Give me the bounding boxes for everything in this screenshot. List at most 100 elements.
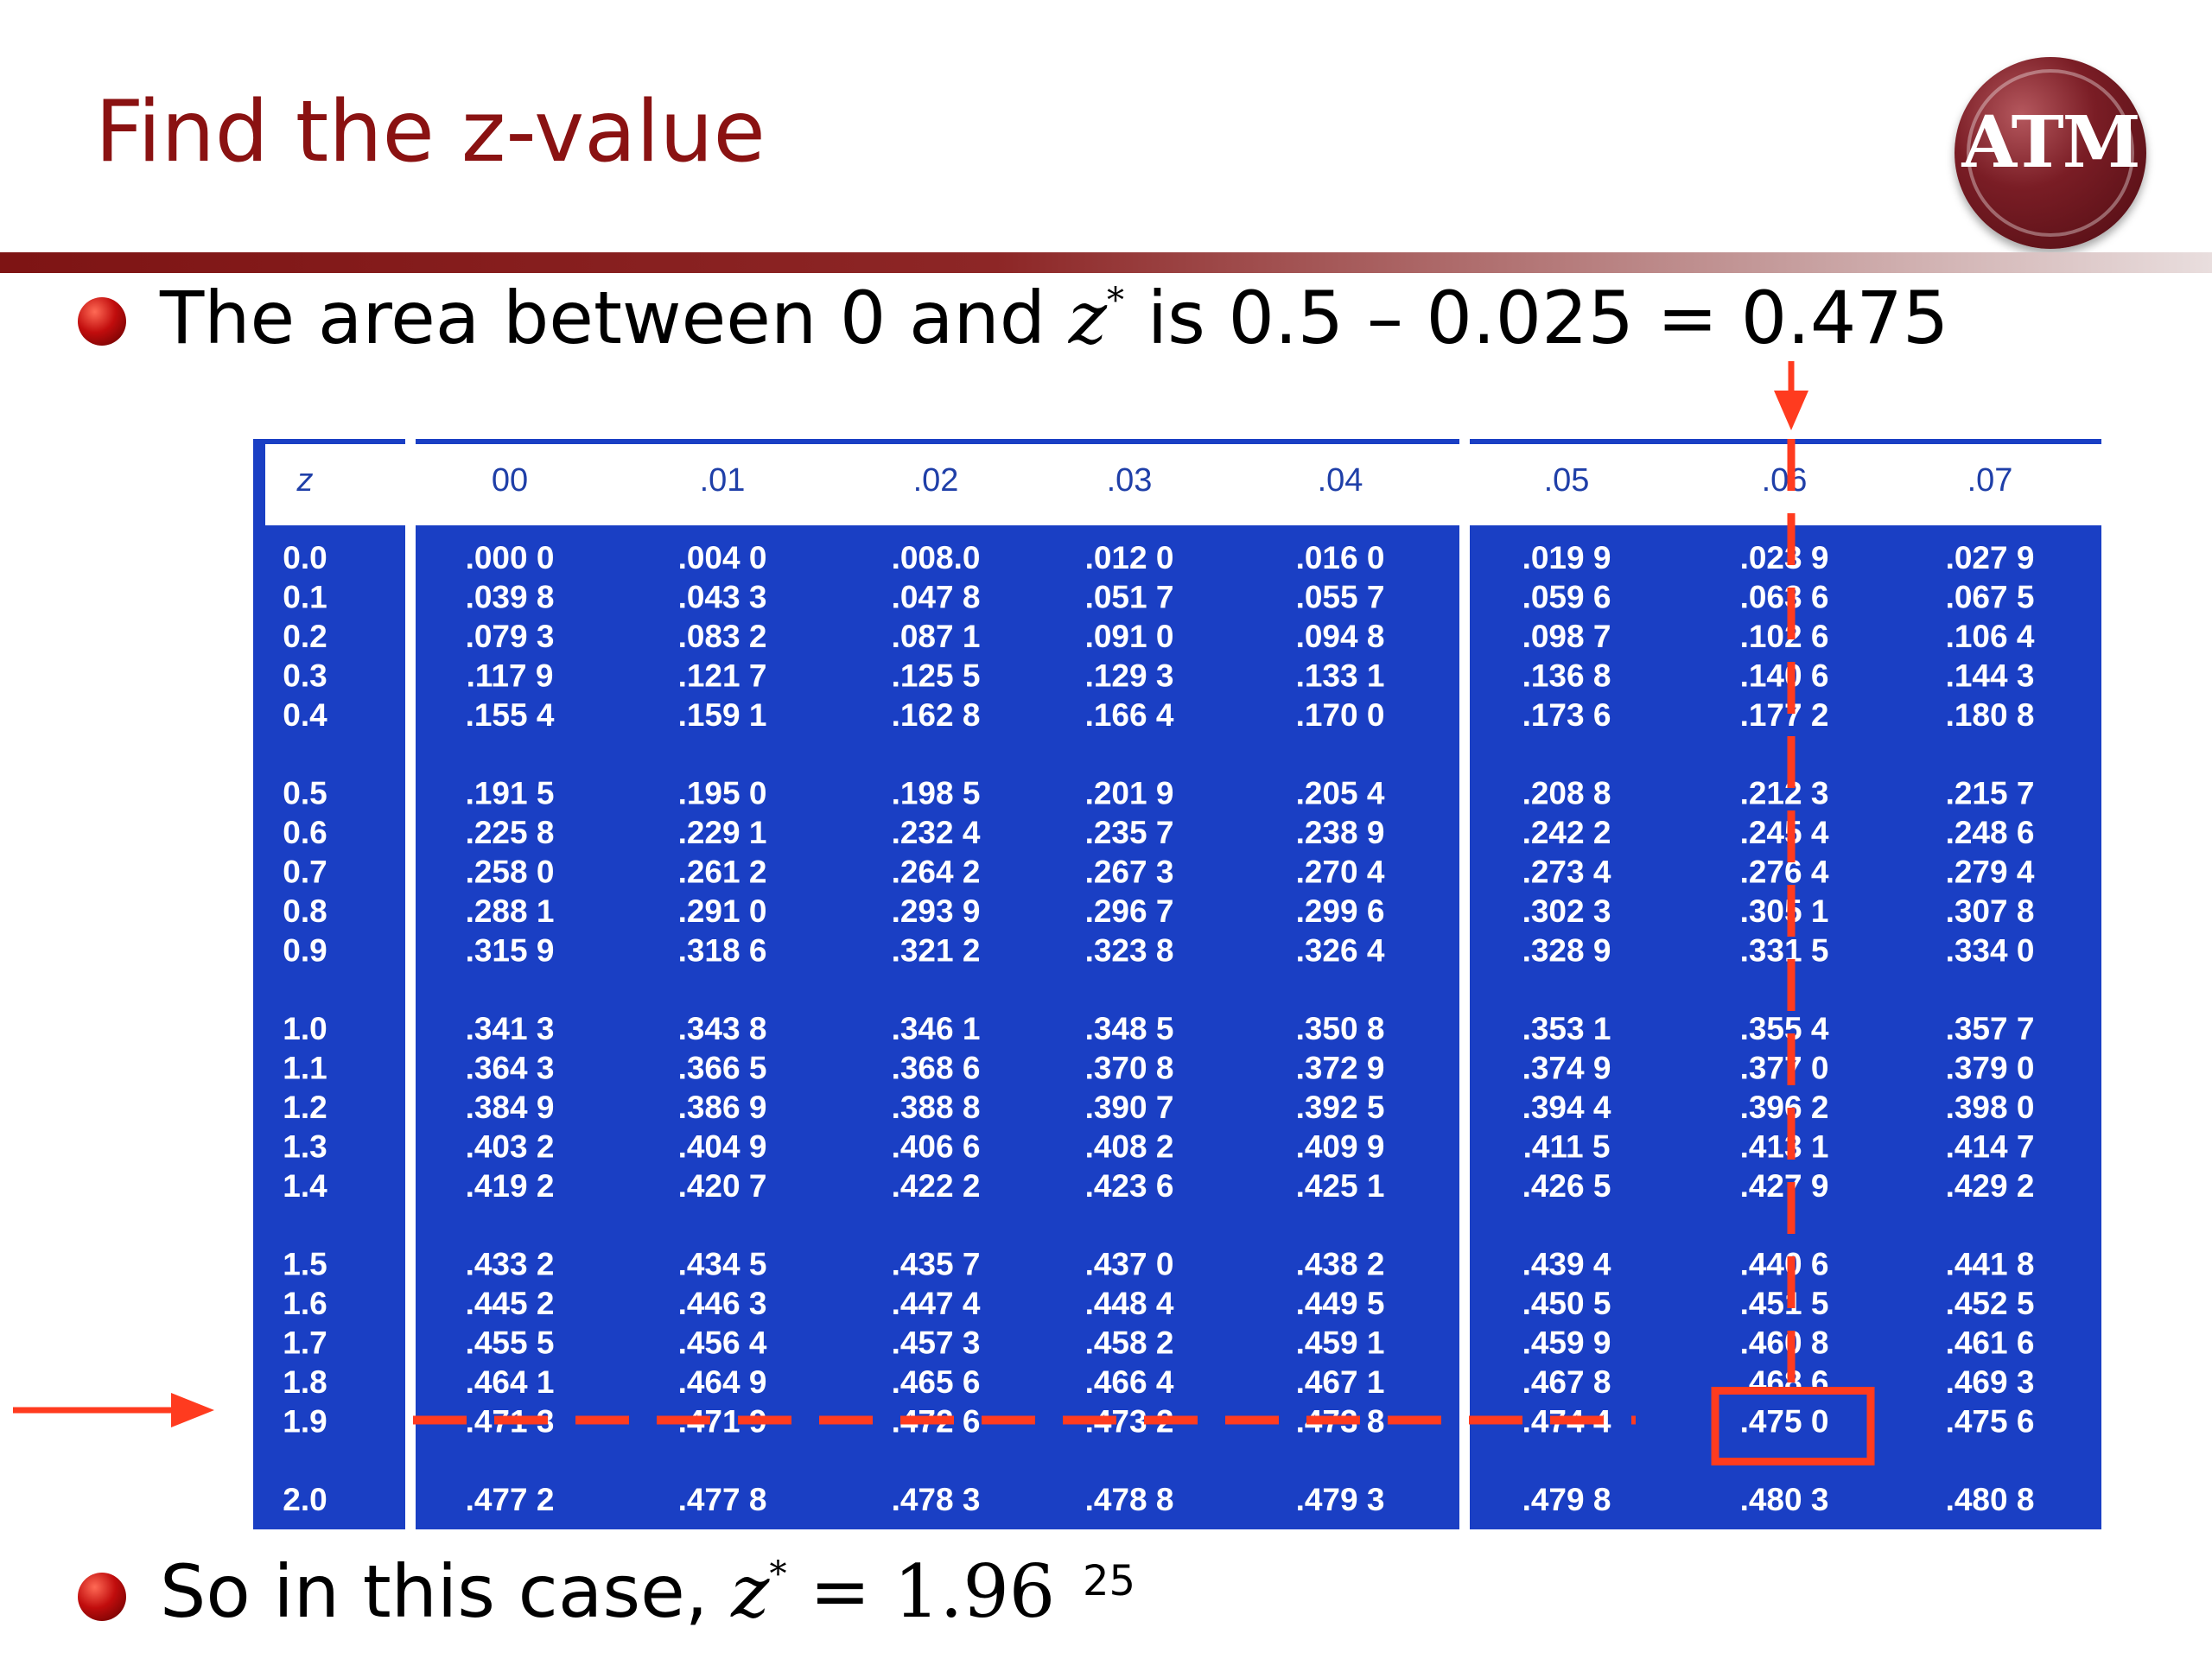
table-cell: .403 2 (466, 1129, 555, 1165)
table-cell: .437 0 (1085, 1247, 1174, 1282)
table-col-header: .06 (1762, 462, 1808, 499)
table-cell: .276 4 (1740, 855, 1829, 890)
table-cell: .408 2 (1085, 1129, 1174, 1165)
table-cell: .129 3 (1085, 658, 1174, 694)
table-cell: .379 0 (1946, 1051, 2035, 1086)
table-cell: .288 1 (466, 893, 555, 929)
table-cell: .406 6 (892, 1129, 981, 1165)
table-cell: .411 5 (1523, 1129, 1611, 1165)
table-cell: .323 8 (1085, 933, 1174, 969)
table-cell: .198 5 (892, 776, 981, 811)
table-cell: .447 4 (892, 1286, 981, 1321)
table-col-header: .03 (1107, 462, 1153, 499)
table-cell: .273 4 (1522, 855, 1611, 890)
table-cell: .047 8 (892, 580, 981, 615)
bullet-area-suffix: is 0.5 – 0.025 = 0.475 (1124, 276, 1949, 360)
table-cell: .133 1 (1296, 658, 1385, 694)
table-cell: .422 2 (892, 1168, 981, 1204)
table-cell: .291 0 (678, 893, 767, 929)
table-cell: .478 8 (1085, 1482, 1174, 1517)
table-col-header: .02 (913, 462, 959, 499)
table-cell: .208 8 (1522, 776, 1611, 811)
table-cell: .364 3 (466, 1051, 555, 1086)
table-cell: .191 5 (466, 776, 555, 811)
table-row-z-value: 0.7 (283, 855, 327, 890)
table-cell: .091 0 (1085, 619, 1174, 654)
table-cell: .404 9 (678, 1129, 767, 1165)
table-col-header: .04 (1318, 462, 1363, 499)
table-cell: .348 5 (1085, 1011, 1174, 1046)
table-cell: .170 0 (1296, 697, 1385, 733)
table-cell: .374 9 (1522, 1051, 1611, 1086)
table-row-z-value: 0.5 (283, 776, 327, 811)
table-cell: .414 7 (1946, 1129, 2035, 1165)
table-row-z-value: 0.0 (283, 540, 327, 575)
table-cell: .458 2 (1085, 1325, 1174, 1361)
table-row-z-value: 1.5 (283, 1247, 327, 1282)
table-cell: .235 7 (1085, 815, 1174, 850)
table-cell: .475 6 (1946, 1404, 2035, 1440)
table-cell: .450 5 (1522, 1286, 1611, 1321)
table-cell: .451 5 (1740, 1286, 1829, 1321)
table-cell: .341 3 (466, 1011, 555, 1046)
table-cell: .296 7 (1085, 893, 1174, 929)
table-cell: .307 8 (1946, 893, 2035, 929)
table-cell: .331 5 (1740, 933, 1829, 969)
table-cell: .136 8 (1522, 658, 1611, 694)
table-cell: .479 3 (1296, 1482, 1385, 1517)
table-cell: .067 5 (1946, 580, 2035, 615)
table-cell: .457 3 (892, 1325, 981, 1361)
highlight-cell-box (1711, 1387, 1875, 1465)
table-cell: .293 9 (892, 893, 981, 929)
table-cell: .449 5 (1296, 1286, 1385, 1321)
table-cell: .258 0 (466, 855, 555, 890)
table-cell: .448 4 (1085, 1286, 1174, 1321)
table-row-z-value: 1.9 (283, 1404, 327, 1440)
table-cell: .117 9 (467, 658, 554, 694)
table-cell: .480 8 (1946, 1482, 2035, 1517)
bullet-conclusion-text: So in this case, z* = 1.96 (160, 1555, 1055, 1628)
table-cell: .328 9 (1522, 933, 1611, 969)
table-cell: .439 4 (1522, 1247, 1611, 1282)
table-cell: .195 0 (678, 776, 767, 811)
table-cell: .059 6 (1522, 580, 1611, 615)
table-cell: .467 1 (1296, 1364, 1385, 1400)
logo-ring (1967, 69, 2134, 237)
table-row-z-value: 1.2 (283, 1090, 327, 1125)
table-cell: .465 6 (892, 1364, 981, 1400)
table-cell: .429 2 (1946, 1168, 2035, 1204)
table-cell: .423 6 (1085, 1168, 1174, 1204)
table-cell: .173 6 (1522, 697, 1611, 733)
table-cell: .446 3 (678, 1286, 767, 1321)
table-cell: .438 2 (1296, 1247, 1385, 1282)
table-row-z-value: 1.7 (283, 1325, 327, 1361)
table-cell: .350 8 (1296, 1011, 1385, 1046)
table-cell: .205 4 (1296, 776, 1385, 811)
table-cell: .264 2 (892, 855, 981, 890)
table-cell: .464 1 (466, 1364, 555, 1400)
table-cell: .094 8 (1296, 619, 1385, 654)
table-cell: .000 0 (466, 540, 555, 575)
table-cell: .055 7 (1296, 580, 1385, 615)
table-cell: .004 0 (678, 540, 767, 575)
table-cell: .305 1 (1740, 893, 1829, 929)
table-cell: .343 8 (678, 1011, 767, 1046)
table-cell: .478 3 (892, 1482, 981, 1517)
table-cell: .477 8 (678, 1482, 767, 1517)
table-cell: .318 6 (678, 933, 767, 969)
table-cell: .087 1 (892, 619, 981, 654)
table-cell: .435 7 (892, 1247, 981, 1282)
table-cell: .140 6 (1740, 658, 1829, 694)
table-cell: .023 9 (1740, 540, 1829, 575)
tamu-logo: ATM (1955, 57, 2146, 249)
table-cell: .321 2 (892, 933, 981, 969)
page-number: 25 (1083, 1557, 1136, 1605)
bullet-conclusion-prefix: So in this case, (160, 1549, 732, 1634)
table-cell: .177 2 (1740, 697, 1829, 733)
table-cell: .452 5 (1946, 1286, 2035, 1321)
z-star-variable: z* (731, 1549, 787, 1634)
table-cell: .302 3 (1522, 893, 1611, 929)
table-row-z-value: 0.2 (283, 619, 327, 654)
table-row-z-value: 1.6 (283, 1286, 327, 1321)
table-row-z-value: 0.8 (283, 893, 327, 929)
